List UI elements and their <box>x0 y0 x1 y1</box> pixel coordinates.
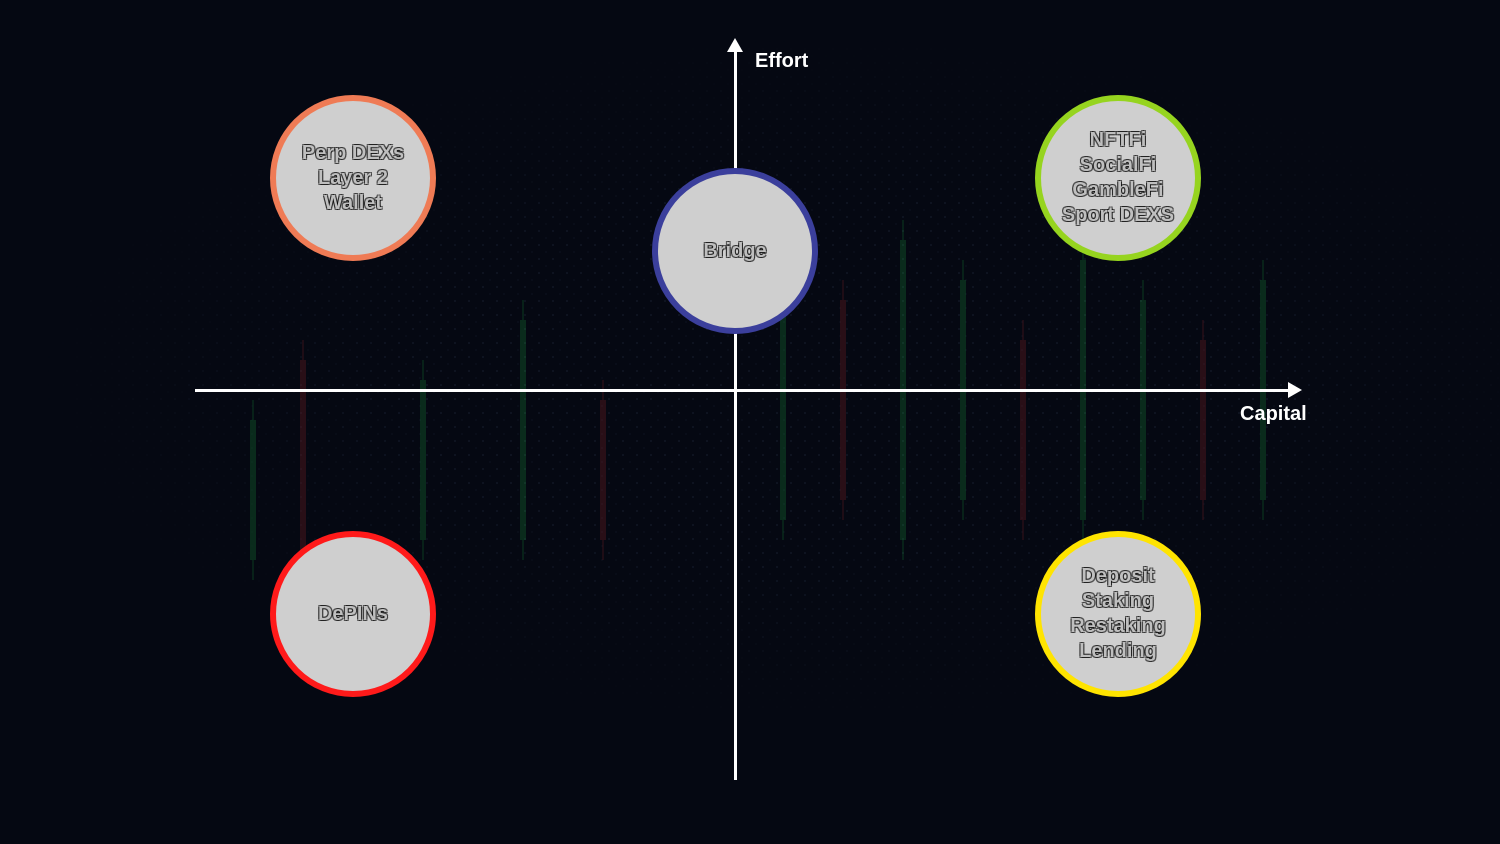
node-bridge: Bridge <box>652 168 818 334</box>
node-bridge-line: Bridge <box>703 239 766 264</box>
bg-bar-wick <box>1202 320 1204 520</box>
node-depins: DePINs <box>270 531 436 697</box>
bg-bar-wick <box>1022 320 1024 540</box>
node-perp-dexs-line: Wallet <box>324 191 382 216</box>
bg-bar <box>1200 340 1206 500</box>
bg-bar-wick <box>252 400 254 580</box>
bg-bar <box>1020 340 1026 520</box>
node-perp-dexs: Perp DEXsLayer 2Wallet <box>270 95 436 261</box>
node-nftfi-line: NFTFi <box>1090 128 1147 153</box>
bg-bar <box>420 380 426 540</box>
x-axis <box>195 389 1290 392</box>
bg-bar-wick <box>522 300 524 560</box>
node-perp-dexs-line: Perp DEXs <box>302 141 404 166</box>
bg-bar <box>1140 300 1146 500</box>
x-axis-label: Capital <box>1240 403 1307 426</box>
node-perp-dexs-line: Layer 2 <box>318 166 388 191</box>
node-deposit-line: Deposit <box>1081 564 1154 589</box>
bg-bar <box>840 300 846 500</box>
bg-bar <box>520 320 526 540</box>
x-axis-arrow <box>1288 382 1302 398</box>
bg-bar-wick <box>302 340 304 580</box>
bg-bar-wick <box>842 280 844 520</box>
node-deposit-line: Restaking <box>1070 614 1166 639</box>
bg-bar-wick <box>1142 280 1144 520</box>
y-axis <box>734 50 737 780</box>
bg-bar-wick <box>602 380 604 560</box>
node-nftfi-line: SocialFi <box>1080 153 1157 178</box>
bg-bar <box>600 400 606 540</box>
node-nftfi-line: GambleFi <box>1072 178 1163 203</box>
node-deposit: DepositStakingRestakingLending <box>1035 531 1201 697</box>
y-axis-label: Effort <box>755 50 808 73</box>
node-nftfi-line: Sport DEXS <box>1062 203 1174 228</box>
bg-bar <box>250 420 256 560</box>
node-nftfi: NFTFiSocialFiGambleFiSport DEXS <box>1035 95 1201 261</box>
y-axis-arrow <box>727 38 743 52</box>
node-depins-line: DePINs <box>318 602 388 627</box>
node-deposit-line: Staking <box>1082 589 1154 614</box>
node-deposit-line: Lending <box>1079 639 1157 664</box>
